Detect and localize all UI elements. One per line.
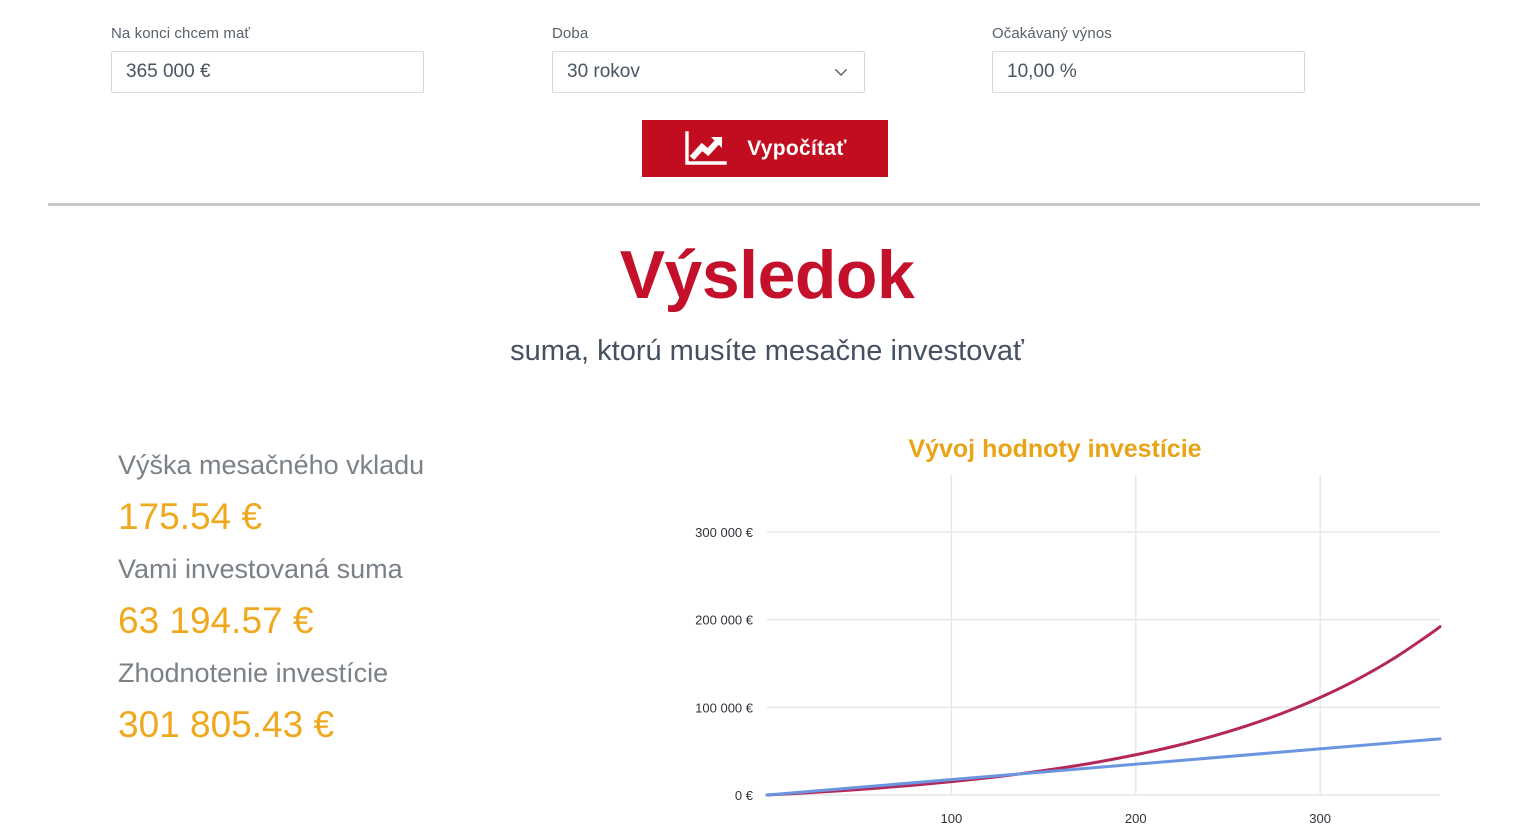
summary-value-monthly-deposit: 175.54 € [118, 496, 263, 537]
calculate-button[interactable]: Vypočítať [642, 120, 888, 177]
y-axis-tick-label: 0 € [735, 788, 754, 803]
label-target-amount: Na konci chcem mať [111, 25, 251, 42]
label-expected-yield: Očakávaný výnos [992, 25, 1112, 42]
label-period: Doba [552, 25, 589, 42]
field-period: Doba 30 rokov [552, 25, 865, 93]
summary-label-monthly-deposit: Výška mesačného vkladu [118, 450, 425, 480]
summary-value-invested-amount: 63 194.57 € [118, 600, 314, 641]
x-axis-tick-label: 200 [1125, 811, 1147, 826]
chart-series-line [765, 625, 1442, 797]
summary-label-invested-amount: Vami investovaná suma [118, 554, 403, 584]
search-input target-amount-input[interactable]: 365 000 € [111, 51, 424, 93]
chevron-down-icon [832, 63, 850, 81]
summary-value-appreciation: 301 805.43 € [118, 704, 335, 745]
chart-series-line [765, 737, 1442, 797]
period-select-value: 30 rokov [567, 61, 640, 82]
expected-yield-input[interactable]: 10,00 % [992, 51, 1305, 93]
chart-canvas: 0 € 100 000 € 200 000 € 300 000 € 100 200 300 [695, 475, 1442, 826]
x-axis-tick-label: 300 [1309, 811, 1331, 826]
field-expected-yield: Očakávaný výnos 10,00 % [992, 25, 1305, 93]
investment-growth-chart: Vývoj hodnoty investície 0 € 100 000 € 200… [660, 425, 1460, 835]
chart-title: Vývoj hodnoty investície [908, 435, 1202, 463]
result-summary: Výška mesačného vkladu 175.54 € Vami inv… [118, 445, 638, 757]
y-axis-tick-label: 300 000 € [695, 525, 754, 540]
y-axis-tick-label: 200 000 € [695, 613, 754, 628]
calculate-button-label: Vypočítať [747, 136, 847, 160]
y-axis-tick-label: 100 000 € [695, 700, 754, 715]
x-axis-tick-label: 100 [941, 811, 963, 826]
field-target-amount: Na konci chcem mať 365 000 € [111, 25, 424, 93]
period-select[interactable]: 30 rokov [552, 51, 865, 93]
chart-line-up-icon [683, 130, 729, 167]
summary-label-appreciation: Zhodnotenie investície [118, 658, 389, 688]
page-subtitle: suma, ktorú musíte mesačne investovať [510, 335, 1024, 367]
page-title: Výsledok [619, 237, 915, 313]
section-divider [48, 203, 1480, 206]
input-form: Na konci chcem mať 365 000 € Doba 30 rok… [0, 0, 1534, 110]
